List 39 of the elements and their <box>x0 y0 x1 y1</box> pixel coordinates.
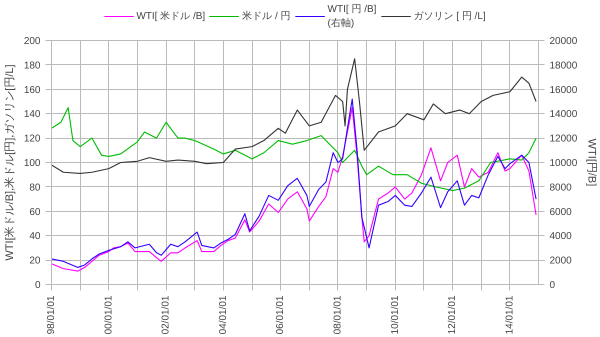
y-tick-label: 60 <box>29 206 41 218</box>
y2-tick-label: 6000 <box>550 206 572 218</box>
y-tick-label: 40 <box>29 231 41 242</box>
y-tick-label: 100 <box>24 158 41 169</box>
y2-tick-label: 0 <box>550 280 556 291</box>
y-axis-title: WTI[米ドル/B],米ドル[円],ガソリン[円/L] <box>2 64 16 261</box>
y-tick-label: 160 <box>24 84 41 96</box>
legend-label: WTI[ 円 /B] (右軸) <box>328 3 376 30</box>
line-series <box>52 107 537 192</box>
y-tick-label: 0 <box>34 280 41 291</box>
y2-tick-label: 12000 <box>550 134 578 145</box>
legend-label: WTI[ 米ドル /B] <box>136 10 206 23</box>
legend-label: ガソリン [ 円 /L] <box>413 10 486 23</box>
y2-tick-label: 10000 <box>550 158 578 169</box>
x-tick-label: 04/01/01 <box>218 295 229 334</box>
y2-tick-label: 2000 <box>550 256 572 267</box>
x-tick-label: 02/01/01 <box>160 295 172 334</box>
y2-tick-label: 4000 <box>550 231 572 242</box>
x-tick-label: 98/01/01 <box>46 295 57 334</box>
x-tick-label: 08/01/01 <box>332 295 344 334</box>
y2-axis-title: WTI[円/B] <box>585 138 598 186</box>
x-tick-label: 12/01/01 <box>447 295 458 334</box>
y2-tick-label: 16000 <box>550 84 578 96</box>
legend-label: 米ドル / 円 <box>242 10 291 23</box>
y-tick-label: 20 <box>29 256 41 267</box>
x-tick-label: 14/01/01 <box>504 295 516 334</box>
y-tick-label: 200 <box>24 36 41 47</box>
y2-tick-label: 14000 <box>550 109 578 120</box>
y2-tick-label: 20000 <box>550 36 578 47</box>
y2-tick-label: 8000 <box>550 182 572 194</box>
x-tick-label: 00/01/01 <box>103 295 114 334</box>
y-tick-label: 80 <box>29 182 41 194</box>
y-tick-label: 180 <box>24 60 41 72</box>
line-series <box>52 58 537 174</box>
y2-tick-label: 18000 <box>550 60 578 72</box>
y-tick-label: 120 <box>24 134 41 145</box>
y-tick-label: 140 <box>24 109 41 120</box>
x-tick-label: 10/01/01 <box>390 295 401 334</box>
x-tick-label: 06/01/01 <box>275 295 286 334</box>
